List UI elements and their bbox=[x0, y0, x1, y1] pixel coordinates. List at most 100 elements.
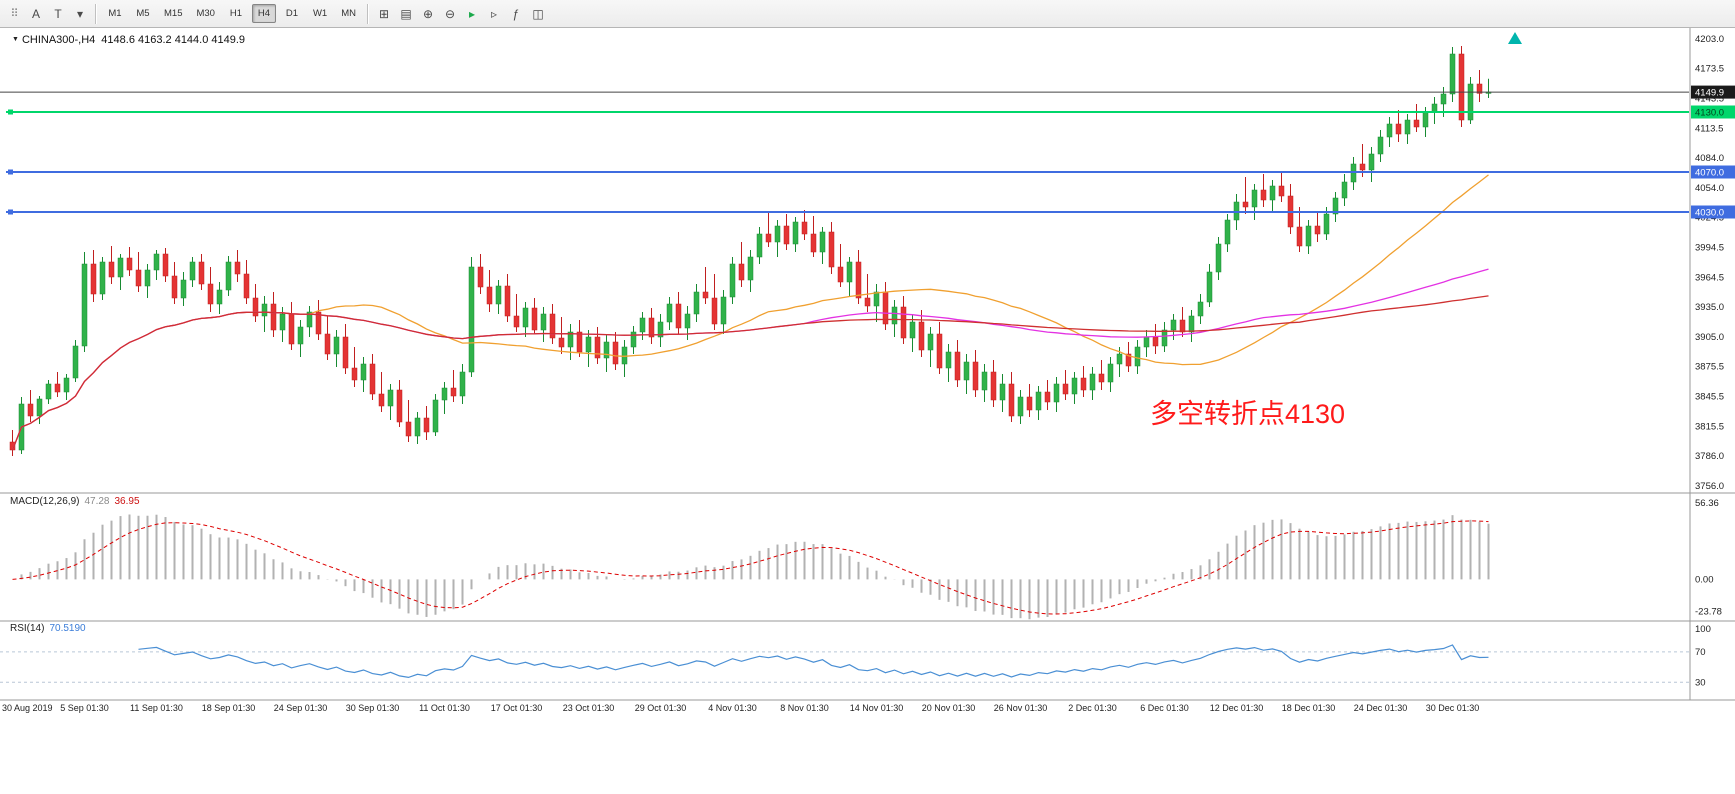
candlestick-series bbox=[9, 46, 1492, 456]
timeframe-button-m30[interactable]: M30 bbox=[191, 4, 219, 23]
svg-text:30 Aug 2019: 30 Aug 2019 bbox=[2, 703, 53, 713]
text-tool-icon[interactable]: A bbox=[26, 4, 46, 24]
chart-shift-icon[interactable]: ▹ bbox=[484, 4, 504, 24]
hline-tag-4030.0: 4030.0 bbox=[1691, 205, 1735, 219]
timeframe-button-m5[interactable]: M5 bbox=[131, 4, 155, 23]
hline-4130.0[interactable] bbox=[6, 109, 1689, 115]
draw-tool-dropdown-icon[interactable]: ▾ bbox=[70, 4, 90, 24]
chart-canvas[interactable]: 4203.04173.54143.54113.54084.04054.04024… bbox=[0, 28, 1735, 794]
toolbar: ⠿ A T ▾ M1 M5 M15 M30 H1 H4 D1 W1 MN ⊞ ▤ ⊕ ⊖ ▸ ▹ ƒ ◫ bbox=[0, 0, 1735, 28]
tile-windows-icon[interactable]: ◫ bbox=[528, 4, 548, 24]
bid-price-tag: 4149.9 bbox=[1691, 85, 1735, 99]
svg-text:18 Sep 01:30: 18 Sep 01:30 bbox=[202, 703, 256, 713]
zoom-out-icon[interactable]: ⊖ bbox=[440, 4, 460, 24]
symbol-name: CHINA300-,H4 bbox=[21, 34, 96, 46]
hline-4030.0[interactable] bbox=[6, 209, 1689, 215]
svg-text:-23.78: -23.78 bbox=[1695, 607, 1722, 618]
timeframe-button-mn[interactable]: MN bbox=[336, 4, 361, 23]
svg-text:4070.0: 4070.0 bbox=[1695, 168, 1724, 179]
profiles-icon[interactable]: ▤ bbox=[396, 4, 416, 24]
auto-scroll-icon[interactable]: ▸ bbox=[462, 4, 482, 24]
time-scale[interactable] bbox=[0, 700, 1735, 794]
svg-text:24 Dec 01:30: 24 Dec 01:30 bbox=[1354, 703, 1408, 713]
time-axis-labels: 30 Aug 2019 5 Sep 01:30 11 Sep 01:30 18 Sep… bbox=[2, 703, 1479, 713]
symbol-dropdown-icon[interactable]: ▼ bbox=[12, 36, 19, 43]
svg-text:4084.0: 4084.0 bbox=[1695, 153, 1724, 164]
svg-text:12 Dec 01:30: 12 Dec 01:30 bbox=[1210, 703, 1264, 713]
svg-text:3845.5: 3845.5 bbox=[1695, 392, 1724, 403]
svg-text:30: 30 bbox=[1695, 677, 1706, 688]
svg-text:4203.0: 4203.0 bbox=[1695, 34, 1724, 45]
ma-line-144[interactable] bbox=[11, 295, 1489, 451]
timeframe-button-d1[interactable]: D1 bbox=[280, 4, 304, 23]
svg-text:11 Oct 01:30: 11 Oct 01:30 bbox=[419, 703, 470, 713]
svg-text:30 Sep 01:30: 30 Sep 01:30 bbox=[346, 703, 400, 713]
zoom-in-icon[interactable]: ⊕ bbox=[418, 4, 438, 24]
timeframe-group: M1 M5 M15 M30 H1 H4 D1 W1 MN bbox=[102, 4, 362, 23]
macd-signal-value: 36.95 bbox=[114, 496, 140, 507]
svg-text:3786.0: 3786.0 bbox=[1695, 451, 1724, 462]
svg-text:3756.0: 3756.0 bbox=[1695, 481, 1724, 492]
svg-text:8 Nov 01:30: 8 Nov 01:30 bbox=[780, 703, 829, 713]
up-arrow-annotation[interactable] bbox=[1508, 32, 1522, 44]
svg-text:56.36: 56.36 bbox=[1695, 498, 1719, 509]
rsi-axis-labels: 100 70 30 bbox=[1695, 624, 1711, 688]
svg-text:0.00: 0.00 bbox=[1695, 574, 1714, 585]
ohlc-values: 4148.6 4163.2 4144.0 4149.9 bbox=[101, 34, 246, 46]
svg-text:2 Dec 01:30: 2 Dec 01:30 bbox=[1068, 703, 1117, 713]
main-plot-area[interactable] bbox=[0, 28, 1690, 493]
timeframe-button-h4[interactable]: H4 bbox=[251, 4, 276, 23]
indicators-icon[interactable]: ƒ bbox=[506, 4, 526, 24]
svg-text:23 Oct 01:30: 23 Oct 01:30 bbox=[563, 703, 615, 713]
timeframe-button-m15[interactable]: M15 bbox=[159, 4, 187, 23]
svg-text:26 Nov 01:30: 26 Nov 01:30 bbox=[994, 703, 1048, 713]
svg-text:3935.0: 3935.0 bbox=[1695, 302, 1724, 313]
hline-tag-4070.0: 4070.0 bbox=[1691, 165, 1735, 179]
toolbar-separator-2 bbox=[367, 3, 369, 24]
svg-text:4054.0: 4054.0 bbox=[1695, 183, 1724, 194]
svg-text:3964.5: 3964.5 bbox=[1695, 273, 1724, 284]
window-grip-icon[interactable]: ⠿ bbox=[4, 4, 24, 24]
toolbar-right-icons: ⊞ ▤ ⊕ ⊖ ▸ ▹ ƒ ◫ bbox=[374, 4, 548, 24]
price-scale[interactable] bbox=[1690, 28, 1735, 700]
rsi-plot-area[interactable] bbox=[0, 621, 1690, 700]
svg-text:4 Nov 01:30: 4 Nov 01:30 bbox=[708, 703, 757, 713]
symbol-ohlc-label: ▼ CHINA300-,H4 4148.6 4163.2 4144.0 4149.9 bbox=[12, 34, 245, 46]
hline-4070.0[interactable] bbox=[6, 169, 1689, 175]
macd-main-value: 47.28 bbox=[84, 496, 110, 507]
text-annotation[interactable]: 多空转折点4130 bbox=[1150, 399, 1346, 429]
svg-text:14 Nov 01:30: 14 Nov 01:30 bbox=[850, 703, 904, 713]
timeframe-button-m1[interactable]: M1 bbox=[103, 4, 127, 23]
svg-text:4173.5: 4173.5 bbox=[1695, 64, 1724, 75]
svg-text:17 Oct 01:30: 17 Oct 01:30 bbox=[491, 703, 543, 713]
objects-tool-icon[interactable]: T bbox=[48, 4, 68, 24]
toolbar-separator-1 bbox=[95, 3, 97, 24]
svg-text:3815.5: 3815.5 bbox=[1695, 422, 1724, 433]
svg-text:4030.0: 4030.0 bbox=[1695, 208, 1724, 219]
rsi-indicator-label: RSI(14) 70.5190 bbox=[10, 623, 86, 634]
new-chart-icon[interactable]: ⊞ bbox=[374, 4, 394, 24]
svg-text:70: 70 bbox=[1695, 647, 1706, 658]
svg-text:4143.5: 4143.5 bbox=[1695, 94, 1724, 105]
svg-text:29 Oct 01:30: 29 Oct 01:30 bbox=[635, 703, 687, 713]
svg-text:24 Sep 01:30: 24 Sep 01:30 bbox=[274, 703, 328, 713]
svg-text:18 Dec 01:30: 18 Dec 01:30 bbox=[1282, 703, 1336, 713]
rsi-name: RSI(14) bbox=[10, 623, 45, 634]
macd-name: MACD(12,26,9) bbox=[10, 496, 80, 507]
timeframe-button-w1[interactable]: W1 bbox=[308, 4, 332, 23]
svg-text:3875.5: 3875.5 bbox=[1695, 362, 1724, 373]
svg-text:20 Nov 01:30: 20 Nov 01:30 bbox=[922, 703, 976, 713]
timeframe-button-h1[interactable]: H1 bbox=[224, 4, 248, 23]
macd-plot-area[interactable] bbox=[0, 493, 1690, 621]
svg-text:5 Sep 01:30: 5 Sep 01:30 bbox=[60, 703, 109, 713]
svg-text:4130.0: 4130.0 bbox=[1695, 108, 1724, 119]
price-axis-labels: 4203.04173.54143.54113.54084.04054.04024… bbox=[1695, 34, 1724, 492]
svg-text:3994.5: 3994.5 bbox=[1695, 243, 1724, 254]
rsi-value: 70.5190 bbox=[49, 623, 86, 634]
svg-text:4149.9: 4149.9 bbox=[1695, 88, 1724, 99]
svg-text:11 Sep 01:30: 11 Sep 01:30 bbox=[130, 703, 183, 713]
svg-text:3905.0: 3905.0 bbox=[1695, 332, 1724, 343]
macd-series bbox=[12, 514, 1490, 620]
svg-text:6 Dec 01:30: 6 Dec 01:30 bbox=[1140, 703, 1189, 713]
